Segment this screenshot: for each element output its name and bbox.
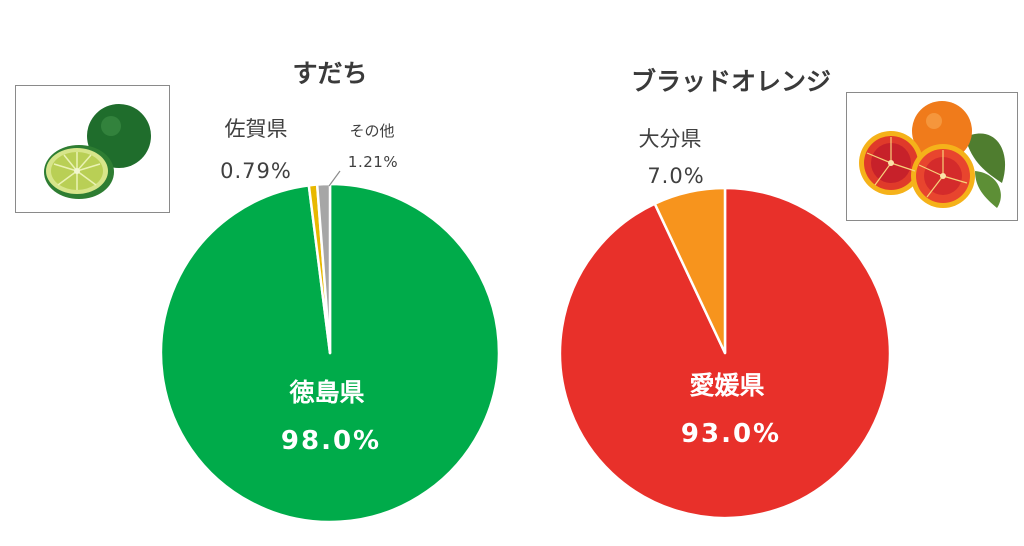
ehime-label: 愛媛県 bbox=[689, 371, 764, 400]
blood-orange-photo bbox=[846, 92, 1018, 221]
pie-slice-oita bbox=[653, 186, 727, 355]
sudachi-photo bbox=[15, 85, 170, 213]
tokushima-label: 徳島県 bbox=[288, 378, 364, 407]
tokushima-percent: 98.0% bbox=[281, 426, 381, 456]
sonota-percent: 1.21% bbox=[348, 153, 398, 171]
blood-orange-illustration bbox=[859, 101, 1006, 208]
blood-orange-pie-chart: ブラッドオレンジ 大分県 7.0% 愛媛県 93.0% bbox=[558, 67, 892, 520]
sudachi-illustration bbox=[44, 104, 151, 199]
oita-label: 大分県 bbox=[639, 127, 702, 151]
blood-orange-chart-title: ブラッドオレンジ bbox=[631, 67, 831, 96]
saga-percent: 0.79% bbox=[220, 159, 292, 183]
ehime-percent: 93.0% bbox=[681, 419, 781, 449]
oita-percent: 7.0% bbox=[647, 164, 704, 188]
sonota-label: その他 bbox=[349, 122, 394, 140]
saga-label: 佐賀県 bbox=[225, 117, 288, 141]
sudachi-chart-title: すだち bbox=[292, 59, 367, 88]
sonota-leader-line bbox=[328, 170, 341, 187]
sudachi-pie-chart: すだち 佐賀県 0.79% その他 1.21% 徳島県 98.0% bbox=[159, 59, 501, 524]
